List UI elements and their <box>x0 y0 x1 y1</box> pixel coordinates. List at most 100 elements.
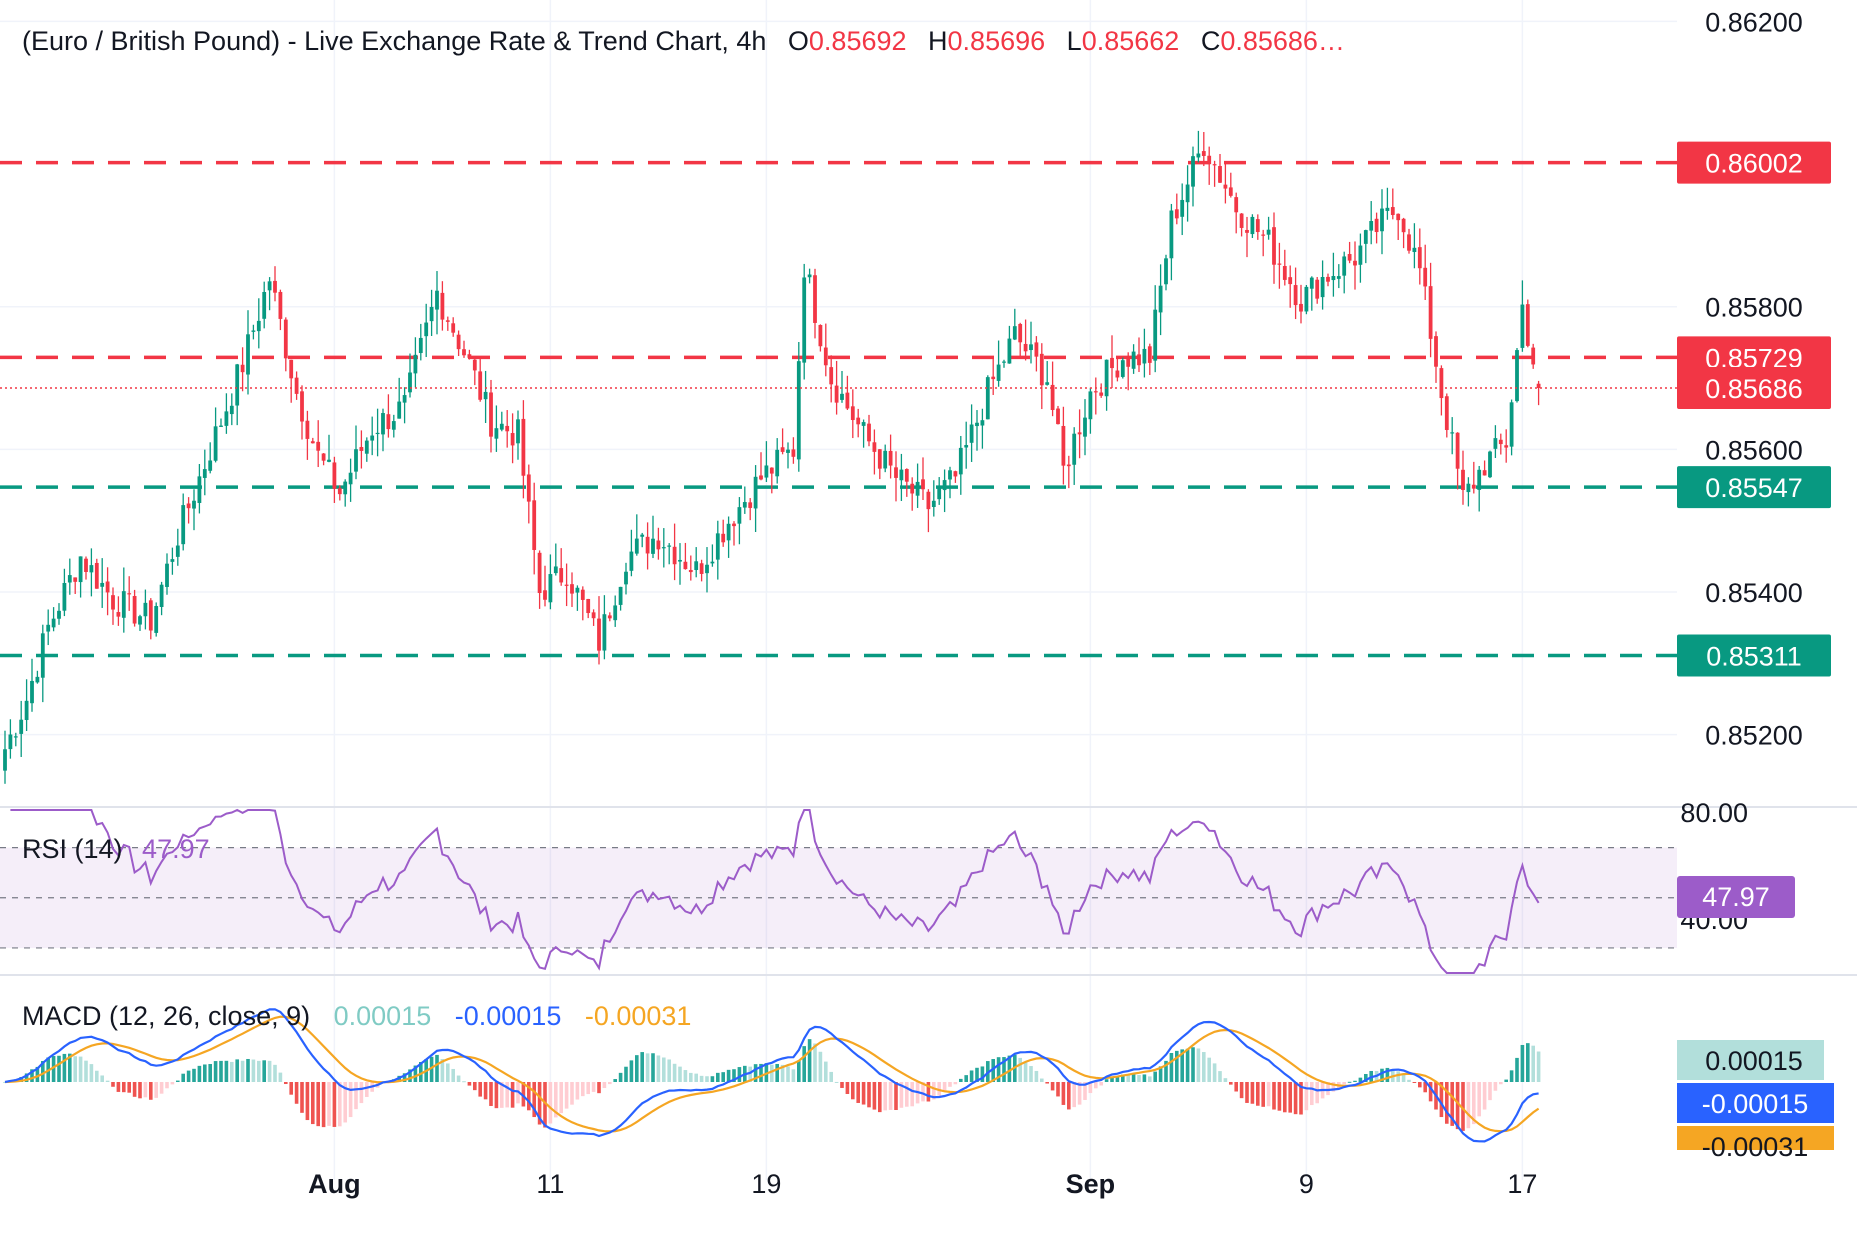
macd-histogram-bar <box>527 1082 531 1111</box>
open-key: O <box>788 26 809 56</box>
macd-histogram-bar <box>57 1055 61 1082</box>
candle-body <box>1423 267 1428 287</box>
candle-body <box>256 320 261 332</box>
macd-histogram-bar <box>786 1066 790 1082</box>
candle-body <box>1185 184 1190 203</box>
macd-histogram-bar <box>419 1062 423 1082</box>
candle-body <box>1401 218 1406 233</box>
candle-body <box>1282 266 1287 280</box>
macd-histogram-bar <box>1299 1082 1303 1115</box>
candle-body <box>1072 433 1077 465</box>
candle-body <box>694 561 699 571</box>
level-tag-support <box>1677 634 1831 677</box>
candle-body <box>208 460 213 471</box>
macd-histogram-bar <box>818 1051 823 1082</box>
candle-body <box>1428 286 1433 339</box>
macd-histogram-bar <box>354 1082 358 1110</box>
rsi-line <box>10 808 1540 974</box>
candle-body <box>165 563 169 587</box>
macd-histogram-bar <box>1536 1051 1541 1082</box>
candle-body <box>364 440 369 454</box>
candle-body <box>683 561 688 570</box>
candle-body <box>931 500 936 508</box>
candle-body <box>1174 209 1179 219</box>
candle-body <box>310 441 315 444</box>
candle-body <box>710 561 715 564</box>
candle-body <box>629 551 634 571</box>
macd-histogram-bar <box>1380 1068 1384 1082</box>
candle-body <box>921 479 925 490</box>
candle-body <box>1309 277 1314 289</box>
candle-body <box>1272 227 1276 265</box>
macd-histogram-bar <box>348 1082 353 1118</box>
macd-histogram-bar <box>1104 1079 1109 1082</box>
candle-body <box>213 426 218 461</box>
macd-legend: MACD (12, 26, close, 9) 0.00015 -0.00015… <box>22 1001 691 1031</box>
macd-histogram-bar <box>1164 1060 1168 1082</box>
level-tag-support <box>1677 466 1831 509</box>
candle-body <box>354 449 358 472</box>
macd-histogram-bar <box>532 1082 536 1118</box>
macd-histogram-bar <box>1229 1082 1233 1085</box>
macd-histogram-bar <box>1455 1082 1460 1130</box>
macd-histogram-bar <box>473 1082 477 1091</box>
candle-body <box>570 584 574 594</box>
candle-body <box>240 364 245 373</box>
candle-body <box>1245 229 1249 233</box>
macd-histogram-bar <box>359 1082 364 1104</box>
macd-histogram-bar <box>878 1082 882 1113</box>
macd-histogram-bar <box>1175 1050 1179 1082</box>
macd-histogram-bar <box>489 1082 493 1106</box>
macd-histogram-bar <box>159 1082 164 1094</box>
candle-body <box>985 377 990 420</box>
time-tick-label: 9 <box>1299 1169 1314 1199</box>
macd-histogram-bar <box>991 1059 995 1082</box>
macd-histogram-bar <box>1002 1057 1006 1082</box>
macd-histogram-bar <box>635 1055 639 1082</box>
macd-line-tag <box>1677 1083 1834 1123</box>
candle-body <box>348 472 353 485</box>
rsi-legend-value: 47.97 <box>142 834 210 864</box>
candle-body <box>829 367 834 385</box>
candle-body <box>121 591 126 618</box>
candle-body <box>337 488 342 495</box>
candle-body <box>672 546 677 565</box>
candle-body <box>661 547 666 549</box>
support-resistance-lines <box>0 160 1677 658</box>
candle-body <box>84 558 88 572</box>
macd-line-tag-text: -0.00015 <box>1702 1089 1809 1119</box>
high-key: H <box>928 26 948 56</box>
macd-histogram-bar <box>294 1082 299 1104</box>
candle-body <box>1417 247 1422 269</box>
candle-body <box>175 545 180 557</box>
candle-body <box>46 624 51 632</box>
candle-body <box>748 502 753 508</box>
candle-body <box>159 584 164 607</box>
time-axis[interactable]: Aug 11 19 Sep 9 17 <box>308 1169 1537 1199</box>
macd-histogram-bar <box>203 1064 207 1082</box>
candle-body <box>1234 197 1239 213</box>
macd-histogram-bar <box>926 1082 931 1102</box>
candle-body <box>1018 323 1023 343</box>
candle-body <box>1385 207 1390 211</box>
price-axis[interactable]: 0.86200 0.85800 0.85600 0.85400 0.85200 <box>1705 7 1803 750</box>
macd-histogram-bar <box>435 1054 439 1082</box>
macd-histogram-bar <box>1115 1076 1120 1082</box>
candle-body <box>1455 432 1460 469</box>
candle-body <box>67 575 72 583</box>
macd-histogram-bar <box>613 1079 617 1082</box>
candle-body <box>1223 184 1228 189</box>
candle-body <box>181 505 186 545</box>
macd-histogram-bar <box>1288 1082 1292 1113</box>
macd-histogram-bar <box>278 1072 283 1082</box>
macd-histogram-bar <box>235 1059 239 1082</box>
candle-body <box>289 359 294 379</box>
macd-histogram-bar <box>68 1053 72 1082</box>
macd-histogram-bar <box>586 1082 590 1095</box>
candle-body <box>316 441 321 451</box>
candle-body <box>1212 164 1217 166</box>
macd-histogram-bar <box>840 1082 844 1088</box>
macd-histogram-bar <box>775 1063 779 1082</box>
macd-histogram-bar <box>1196 1048 1201 1082</box>
macd-histogram-bar <box>651 1053 655 1082</box>
